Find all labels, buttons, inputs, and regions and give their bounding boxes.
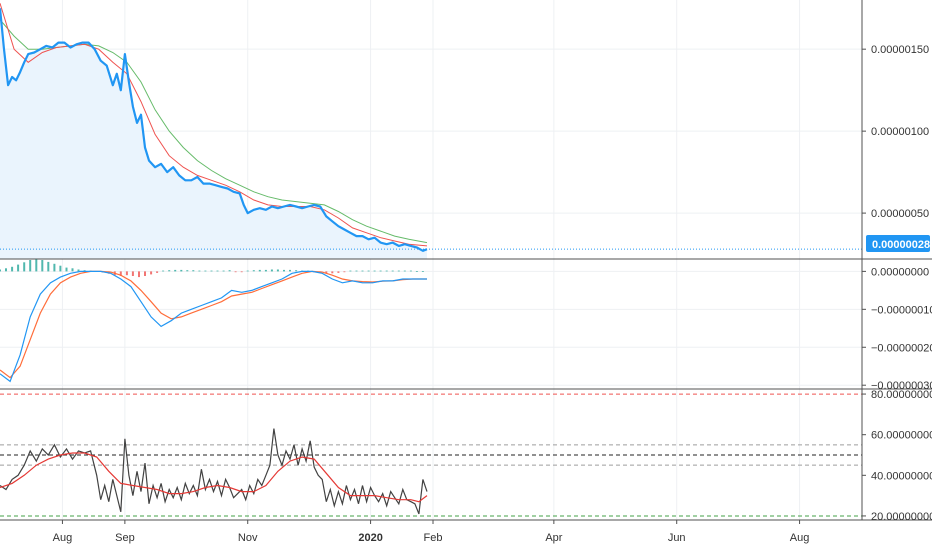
macd-histogram-bar-9	[53, 263, 56, 272]
last-price-tag: 0.00000028	[866, 235, 930, 252]
time-axis-label-4: Feb	[424, 532, 443, 544]
macd-histogram-bar-67	[403, 270, 406, 272]
macd-histogram-bar-59	[355, 270, 358, 272]
time-axis-label-7: Aug	[790, 532, 810, 544]
macd-histogram-bar-11	[65, 267, 68, 272]
macd-histogram-bar-55	[331, 271, 334, 274]
price-area-fill	[0, 8, 427, 260]
macd-histogram-bar-30	[180, 269, 183, 272]
macd-histogram-bar-7	[41, 260, 44, 272]
time-axis-label-5: Apr	[545, 532, 562, 544]
macd-histogram-bar-27	[162, 270, 165, 272]
macd-histogram-bar-33	[198, 270, 201, 272]
macd-histogram-bar-65	[391, 270, 394, 272]
macd-histogram-bar-20	[119, 271, 122, 276]
rsi-panel[interactable]	[0, 393, 862, 517]
last-price-tag-text: 0.00000028	[872, 239, 930, 251]
time-axis-label-1: Sep	[115, 532, 135, 544]
rsi-line	[0, 428, 428, 515]
macd-histogram-bar-47	[283, 269, 285, 272]
macd-histogram-bar-31	[186, 270, 189, 272]
time-axis-label-3: 2020	[358, 532, 382, 544]
time-axis-label-6: Jun	[668, 532, 686, 544]
macd-line	[0, 270, 427, 383]
macd-histogram-bar-0	[0, 269, 1, 272]
macd-histogram-bar-8	[47, 261, 50, 272]
macd-histogram-bar-60	[361, 270, 364, 272]
macd-histogram-bar-21	[125, 271, 128, 276]
macd-histogram-bar-1	[5, 268, 7, 272]
macd-histogram-bar-10	[59, 265, 62, 272]
time-axis-label-0: Aug	[53, 532, 73, 544]
rsi-axis-label-1: 60.00000000	[871, 430, 932, 442]
macd-histogram-bar-28	[168, 270, 171, 272]
macd-histogram-bar-24	[144, 271, 146, 276]
panel-separators	[0, 0, 932, 521]
macd-histogram-bar-49	[295, 270, 298, 272]
macd-histogram-bar-26	[156, 271, 159, 273]
macd-panel[interactable]	[0, 258, 427, 383]
macd-signal-line	[0, 270, 427, 379]
macd-histogram-bar-38	[228, 270, 231, 272]
macd-histogram-bar-48	[289, 269, 291, 272]
macd-histogram-bar-68	[409, 270, 412, 272]
macd-histogram-bar-64	[385, 270, 388, 272]
macd-histogram-bar-69	[415, 271, 418, 272]
price-line	[0, 8, 428, 252]
macd-histogram-bar-22	[131, 271, 134, 276]
macd-histogram-bar-62	[373, 270, 376, 272]
macd-histogram-bar-29	[174, 269, 177, 272]
rsi-axis-label-3: 20.00000000	[871, 511, 932, 523]
price-panel[interactable]	[0, 3, 862, 260]
macd-histogram-bar-44	[264, 269, 267, 272]
macd-histogram-bar-35	[210, 270, 213, 272]
macd-histogram-bar-66	[397, 270, 400, 272]
macd-histogram-bar-70	[421, 271, 424, 272]
price-axis-label-2: 0.00000050	[871, 208, 929, 220]
macd-histogram-bar-40	[240, 271, 243, 273]
macd-histogram-bar-23	[138, 271, 140, 278]
macd-histogram-bar-61	[367, 270, 370, 272]
macd-histogram-bar-42	[252, 270, 255, 272]
time-axis-label-2: Nov	[238, 532, 258, 544]
macd-histogram-bar-2	[11, 266, 14, 272]
fast-moving-average-line	[0, 3, 428, 247]
macd-histogram-bar-46	[276, 269, 279, 272]
macd-histogram-bar-12	[71, 268, 74, 272]
macd-histogram-bar-45	[270, 269, 273, 272]
rsi-axis-label-2: 40.00000000	[871, 470, 932, 482]
macd-histogram-bar-63	[379, 270, 382, 272]
time-axis[interactable]: Aug Sep Nov 2020 Feb Apr Jun Aug	[53, 520, 810, 544]
rsi-axis-label-0: 80.00000000	[871, 389, 932, 401]
macd-histogram-bar-56	[337, 271, 340, 273]
macd-histogram-bar-37	[222, 270, 225, 272]
macd-axis-label-2: −0.00000020	[871, 342, 932, 354]
rsi-moving-average-line	[0, 452, 428, 503]
macd-histogram-bar-5	[29, 260, 32, 272]
last-price-tag-box	[866, 235, 930, 252]
macd-histogram-bar-34	[204, 270, 207, 272]
macd-axis-label-3: −0.00000030	[871, 380, 932, 392]
macd-axis-label-0: 0.00000000	[871, 266, 929, 278]
price-axis[interactable]: 0.00000150 0.00000100 0.00000050 0.00000000…	[862, 44, 932, 523]
macd-histogram-bar-32	[192, 270, 195, 272]
macd-histogram-bar-3	[17, 264, 20, 272]
macd-histogram-bar-57	[343, 271, 346, 273]
macd-axis-label-1: −0.00000010	[871, 304, 932, 316]
price-axis-label-0: 0.00000150	[871, 44, 929, 56]
macd-histogram-bar-43	[258, 269, 261, 272]
macd-histogram-bar-6	[35, 258, 38, 272]
macd-histogram-bar-14	[83, 270, 86, 272]
macd-histogram-bar-4	[23, 262, 26, 272]
macd-histogram-bar-25	[150, 271, 153, 275]
macd-histogram-bar-54	[325, 271, 328, 274]
macd-histogram-bar-58	[349, 270, 352, 272]
price-axis-label-1: 0.00000100	[871, 126, 929, 138]
macd-histogram-bar-36	[216, 270, 219, 272]
macd-histogram-bar-39	[234, 271, 237, 273]
macd-histogram-bar-13	[77, 269, 80, 272]
macd-histogram-bar-41	[246, 270, 249, 272]
